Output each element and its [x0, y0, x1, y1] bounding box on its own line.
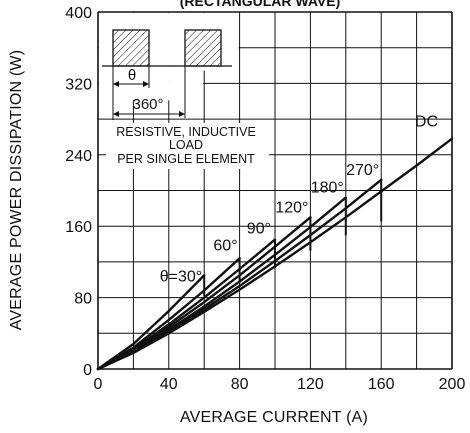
y-tick-label: 160 [65, 219, 92, 236]
series-label: 270° [346, 162, 379, 179]
x-tick-label: 160 [368, 376, 395, 393]
tick-labels: 0 40 80 120 160 200 0 80 160 240 320 400 [65, 5, 465, 393]
series-label: DC [415, 114, 438, 131]
period-label: 360° [132, 96, 163, 113]
series-line [96, 274, 206, 371]
x-axis-title: AVERAGE CURRENT (A) [180, 409, 368, 426]
grid [97, 11, 453, 370]
note-line-2: LOAD [169, 138, 203, 152]
y-tick-label: 0 [83, 362, 92, 379]
curves: θ=30° 60° 90°120°180°270° DC [96, 114, 454, 371]
series-label: 180° [311, 180, 344, 197]
arrowhead [113, 81, 119, 87]
waveform-inset [99, 13, 239, 120]
arrowhead [143, 81, 149, 87]
note-line-3: PER SINGLE ELEMENT [117, 152, 255, 166]
series-line [96, 137, 454, 371]
note-background [106, 123, 269, 169]
series-label: 120° [275, 199, 308, 216]
y-tick-label: 80 [74, 291, 92, 308]
pulse-1 [112, 29, 150, 67]
series-label: 60° [213, 237, 237, 254]
x-tick-label: 0 [94, 376, 103, 393]
x-tick-label: 80 [231, 376, 249, 393]
y-tick-label: 320 [65, 76, 92, 93]
arrowhead [113, 111, 119, 117]
series-label: θ=30° [160, 268, 202, 285]
pulse-2 [184, 29, 222, 67]
inset-background [99, 70, 204, 81]
y-tick-label: 400 [65, 5, 92, 22]
x-tick-label: 40 [160, 376, 178, 393]
arrowhead [179, 111, 185, 117]
inset-background [99, 80, 204, 101]
x-tick-label: 120 [297, 376, 324, 393]
x-tick-label: 200 [439, 376, 466, 393]
series-label: 90° [247, 221, 271, 238]
chart-title: (RECTANGULAR WAVE) [180, 0, 340, 9]
y-tick-label: 240 [65, 148, 92, 165]
theta-symbol: θ [128, 67, 136, 84]
note-line-1: RESISTIVE, INDUCTIVE [116, 125, 256, 139]
y-axis-title: AVERAGE POWER DISSIPATION (W) [8, 50, 25, 331]
